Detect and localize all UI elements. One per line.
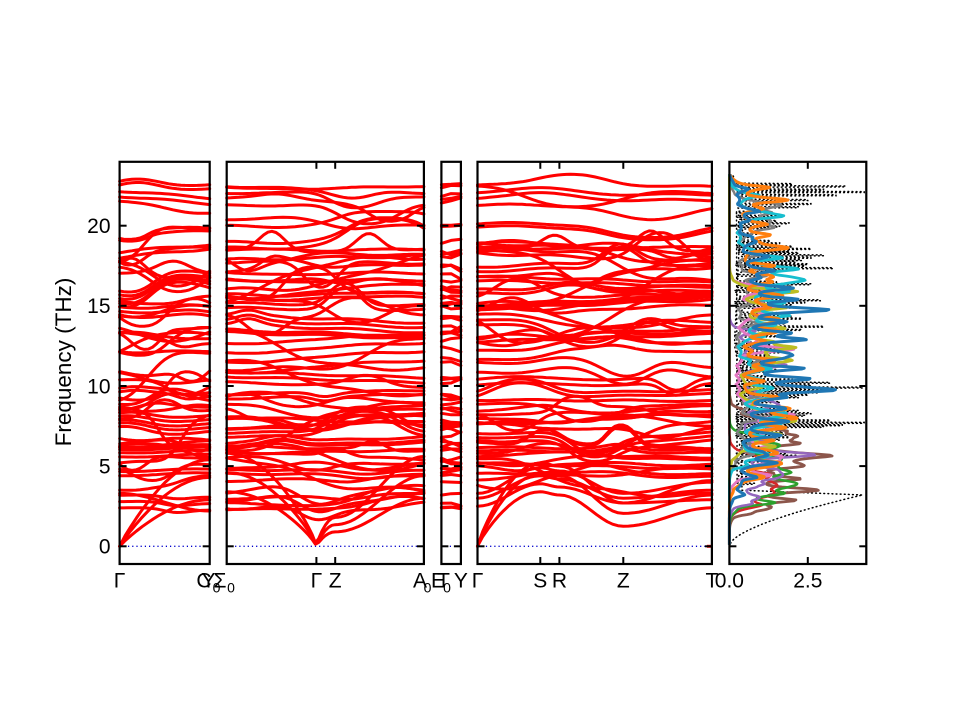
svg-text:0: 0 [213,580,221,596]
svg-text:20: 20 [87,215,110,238]
svg-text:T: T [437,570,450,593]
svg-text:E: E [431,570,445,593]
svg-text:2.5: 2.5 [793,570,822,593]
svg-text:R: R [552,570,567,593]
svg-text:0: 0 [424,580,432,596]
svg-text:Y: Y [454,570,468,593]
svg-text:S: S [533,570,547,593]
svg-text:Frequency (THz): Frequency (THz) [51,278,76,447]
svg-text:Z: Z [329,570,342,593]
svg-text:5: 5 [99,455,111,478]
svg-text:0: 0 [443,580,451,596]
svg-text:15: 15 [87,295,110,318]
svg-text:Γ: Γ [472,570,484,593]
svg-text:0: 0 [227,580,235,596]
svg-text:Y: Y [201,570,215,593]
svg-text:C: C [196,570,211,593]
svg-text:Z: Z [617,570,630,593]
svg-text:Γ: Γ [311,570,323,593]
svg-text:T: T [705,570,718,593]
svg-text:Γ: Γ [114,570,126,593]
svg-text:Σ: Σ [214,570,227,593]
svg-text:0.0: 0.0 [715,570,744,593]
svg-text:10: 10 [87,375,110,398]
svg-text:0: 0 [99,536,111,559]
svg-text:A: A [413,570,427,593]
